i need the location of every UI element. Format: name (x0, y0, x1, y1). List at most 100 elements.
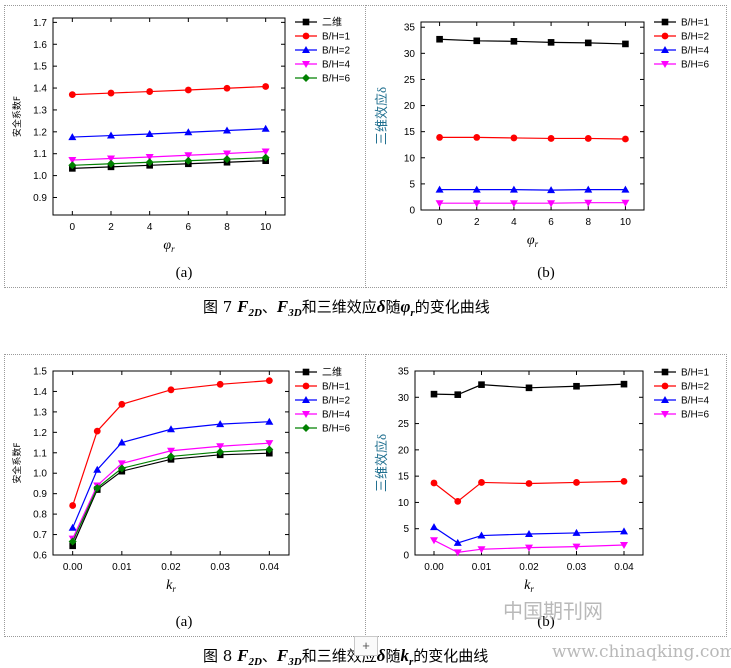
data-point (223, 84, 231, 92)
fig8-table-cell-right (365, 354, 727, 637)
x-axis-label: kr (524, 578, 534, 594)
legend-marker (661, 61, 669, 68)
y-tick-label: 1.3 (33, 407, 47, 418)
data-point (167, 447, 175, 455)
data-point (184, 156, 193, 165)
y-axis-label: 安全系数F (11, 96, 23, 137)
data-point (525, 384, 533, 392)
data-point (107, 131, 115, 139)
series-line (433, 383, 625, 396)
data-point (620, 542, 628, 550)
legend-label: B/H=2 (322, 46, 351, 57)
data-point (145, 158, 154, 167)
x-axis-label: φr (163, 238, 175, 254)
x-tick-label: 6 (548, 217, 554, 228)
data-point (265, 377, 273, 385)
y-tick-label: 1.6 (33, 40, 47, 51)
data-point (184, 152, 193, 160)
y-tick-label: 35 (398, 367, 410, 378)
legend-label: B/H=4 (681, 396, 710, 407)
data-point (547, 186, 556, 194)
data-point (93, 465, 102, 473)
x-tick-label: 8 (585, 217, 591, 228)
y-tick-label: 1.7 (33, 18, 47, 29)
y-tick-label: 5 (409, 179, 415, 190)
legend-marker (302, 396, 310, 403)
data-point (117, 464, 126, 473)
y-tick-label: 25 (404, 75, 416, 86)
y-tick-label: 1.2 (33, 127, 47, 138)
data-point (573, 479, 580, 486)
data-point (620, 380, 628, 388)
data-point (216, 420, 225, 428)
series-line (433, 526, 625, 544)
series-line (72, 421, 270, 529)
series-line (72, 85, 266, 96)
y-tick-label: 1.2 (33, 428, 47, 439)
data-point (453, 538, 462, 546)
data-point (473, 134, 481, 141)
y-tick-label: 20 (404, 101, 416, 112)
y-tick-label: 0.9 (33, 193, 47, 204)
y-tick-label: 20 (398, 445, 410, 456)
x-tick-label: 0.02 (161, 562, 181, 573)
series-line (72, 150, 266, 161)
data-point (477, 531, 486, 539)
watermark-chinese-text: 中国期刊网 (503, 599, 603, 623)
add-button[interactable]: + (354, 636, 378, 656)
data-point (620, 527, 628, 535)
data-point (118, 400, 126, 408)
data-point (93, 483, 102, 492)
y-tick-label: 1.5 (33, 367, 47, 378)
data-point (454, 497, 462, 505)
y-tick-label: 1.3 (33, 105, 47, 116)
data-point (265, 417, 274, 425)
y-tick-label: 30 (398, 393, 410, 404)
x-tick-label: 10 (260, 222, 272, 233)
data-point (68, 161, 77, 170)
y-tick-label: 15 (404, 127, 416, 138)
legend-marker (302, 424, 310, 432)
data-point (584, 135, 592, 142)
data-point (472, 200, 481, 208)
data-point (525, 529, 533, 537)
x-tick-label: 6 (186, 222, 192, 233)
data-point (510, 38, 518, 45)
legend-marker (661, 382, 669, 390)
y-tick-label: 1.1 (33, 149, 47, 160)
data-point (430, 390, 438, 398)
data-point (68, 91, 76, 99)
y-tick-label: 5 (403, 524, 409, 535)
legend-marker (302, 368, 310, 376)
x-tick-label: 0.03 (210, 562, 230, 573)
x-tick-label: 2 (474, 217, 480, 228)
data-point (265, 445, 274, 454)
data-point (454, 391, 462, 398)
y-tick-label: 30 (404, 49, 416, 60)
data-point (547, 200, 556, 208)
x-tick-label: 0.04 (614, 562, 634, 573)
x-tick-label: 0.00 (63, 562, 83, 573)
data-point (145, 130, 154, 138)
fig7-chart-a-svg: 0.9 1.0 1.1 1.2 1.3 1.4 1.5 1.6 1.7 0 2 4 6 8 10 φr 安全系数… (11, 16, 351, 255)
x-tick-label: 10 (620, 217, 632, 228)
legend-marker (661, 18, 669, 26)
data-point (435, 200, 444, 208)
data-point (453, 549, 462, 557)
series-line (72, 452, 270, 547)
legend-label: B/H=1 (681, 368, 710, 379)
legend-label: B/H=6 (681, 60, 710, 71)
y-tick-label: 35 (404, 23, 416, 34)
plot-frame (52, 370, 290, 556)
data-point (620, 478, 628, 485)
y-tick-label: 15 (398, 472, 410, 483)
y-tick-label: 1.4 (33, 387, 47, 398)
data-point (509, 200, 518, 208)
data-point (584, 185, 593, 193)
legend-marker (302, 18, 310, 26)
fig8-chart-a-svg: 0.6 0.7 0.8 0.9 1.0 1.1 1.2 1.3 1.4 1.5 0.00 0.01 0.… (11, 366, 351, 595)
legend-marker (661, 32, 669, 40)
legend-marker (661, 411, 669, 418)
data-point (477, 546, 486, 554)
y-tick-label: 10 (398, 498, 410, 509)
